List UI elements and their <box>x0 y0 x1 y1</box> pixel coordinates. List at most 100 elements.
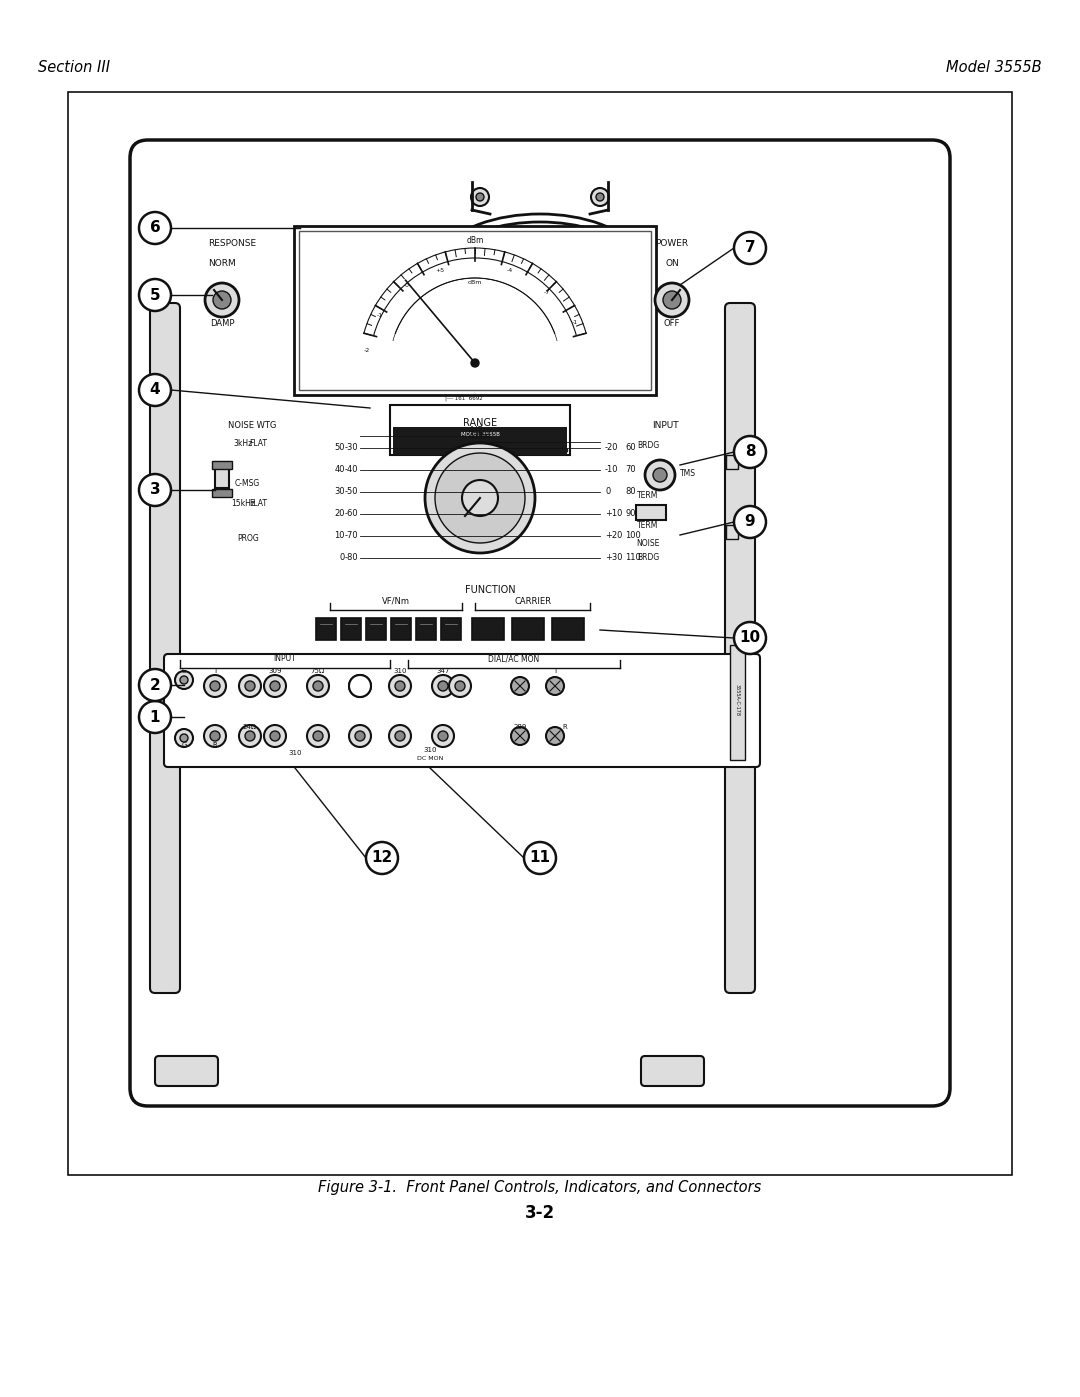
Text: 4dBm: 4dBm <box>469 432 491 441</box>
Text: R: R <box>563 724 567 731</box>
Text: 4dBrn: 4dBrn <box>469 426 491 434</box>
Text: 12: 12 <box>372 851 393 866</box>
Text: 4: 4 <box>150 383 160 398</box>
Text: Section III: Section III <box>38 60 110 75</box>
Text: 310: 310 <box>288 750 301 756</box>
Circle shape <box>366 842 399 875</box>
Bar <box>472 617 504 640</box>
Text: 7: 7 <box>745 240 755 256</box>
Text: 0: 0 <box>605 488 610 496</box>
Bar <box>159 511 171 524</box>
Text: 80: 80 <box>625 488 636 496</box>
Text: FUNCTION: FUNCTION <box>464 585 515 595</box>
Text: INPUT: INPUT <box>273 654 296 664</box>
Bar <box>316 617 336 640</box>
Text: -80: -80 <box>345 553 357 563</box>
Circle shape <box>435 453 525 543</box>
Circle shape <box>349 725 372 747</box>
Text: 50: 50 <box>335 443 345 453</box>
Circle shape <box>307 675 329 697</box>
Circle shape <box>175 729 193 747</box>
FancyBboxPatch shape <box>294 226 656 395</box>
Circle shape <box>734 506 766 538</box>
Circle shape <box>264 675 286 697</box>
Circle shape <box>270 731 280 740</box>
Text: |--- 161  6692: |--- 161 6692 <box>445 395 483 401</box>
Bar <box>390 405 570 455</box>
Text: 0: 0 <box>405 284 409 288</box>
Text: NOISE WTG: NOISE WTG <box>228 420 276 430</box>
Circle shape <box>663 291 681 309</box>
Text: ON: ON <box>665 258 679 268</box>
Text: G: G <box>181 742 187 747</box>
Text: NOISE: NOISE <box>636 539 660 548</box>
Text: -50: -50 <box>345 488 357 496</box>
Circle shape <box>455 680 465 692</box>
Circle shape <box>213 291 231 309</box>
Text: -1: -1 <box>572 320 578 326</box>
Circle shape <box>245 731 255 740</box>
Text: C-MSG: C-MSG <box>235 479 260 488</box>
Bar <box>159 462 171 474</box>
Text: -70: -70 <box>345 531 357 541</box>
Circle shape <box>180 676 188 685</box>
Circle shape <box>546 726 564 745</box>
Text: dBm: dBm <box>467 236 484 244</box>
Circle shape <box>204 725 226 747</box>
Text: 9: 9 <box>745 514 755 529</box>
Circle shape <box>645 460 675 490</box>
Text: FLAT: FLAT <box>249 439 267 448</box>
Bar <box>341 617 361 640</box>
Text: -10: -10 <box>605 465 619 475</box>
Text: Model 3555B: Model 3555B <box>946 60 1042 75</box>
Text: POWER: POWER <box>656 239 689 249</box>
Bar <box>726 525 738 539</box>
Text: TERM: TERM <box>637 490 659 500</box>
Text: -7: -7 <box>544 291 550 295</box>
Text: 289: 289 <box>513 724 527 731</box>
Circle shape <box>389 675 411 697</box>
Text: +30: +30 <box>605 553 622 563</box>
Text: 8: 8 <box>745 444 755 460</box>
Text: 30: 30 <box>335 488 345 496</box>
Text: 75Ω: 75Ω <box>311 668 325 673</box>
Bar <box>416 617 436 640</box>
Circle shape <box>596 193 604 201</box>
Text: -2: -2 <box>364 348 370 353</box>
Circle shape <box>471 189 489 205</box>
Bar <box>441 617 461 640</box>
Circle shape <box>139 701 171 733</box>
Circle shape <box>734 436 766 468</box>
Text: -30: -30 <box>345 443 357 453</box>
Circle shape <box>205 284 239 317</box>
Text: CARRIER: CARRIER <box>514 597 552 606</box>
Circle shape <box>449 675 471 697</box>
FancyBboxPatch shape <box>156 1056 218 1085</box>
Circle shape <box>355 731 365 740</box>
Text: +5: +5 <box>435 268 445 272</box>
Circle shape <box>734 622 766 654</box>
Circle shape <box>239 675 261 697</box>
Circle shape <box>432 675 454 697</box>
Text: R: R <box>213 742 217 747</box>
Text: RESPONSE: RESPONSE <box>208 239 256 249</box>
Circle shape <box>270 680 280 692</box>
Text: 10: 10 <box>335 531 345 541</box>
Circle shape <box>139 212 171 244</box>
Circle shape <box>239 725 261 747</box>
Text: 0: 0 <box>340 553 345 563</box>
Text: TERM: TERM <box>637 521 659 529</box>
Text: 90: 90 <box>625 510 635 518</box>
Text: -60: -60 <box>345 510 357 518</box>
Circle shape <box>204 675 226 697</box>
Circle shape <box>426 443 535 553</box>
FancyBboxPatch shape <box>130 140 950 1106</box>
Circle shape <box>524 842 556 875</box>
Bar <box>212 489 232 497</box>
Circle shape <box>355 680 365 692</box>
Text: 6: 6 <box>150 221 160 236</box>
Text: 5: 5 <box>150 288 160 303</box>
Text: 309: 309 <box>268 668 282 673</box>
Text: 1: 1 <box>150 710 160 725</box>
Bar <box>393 427 567 453</box>
